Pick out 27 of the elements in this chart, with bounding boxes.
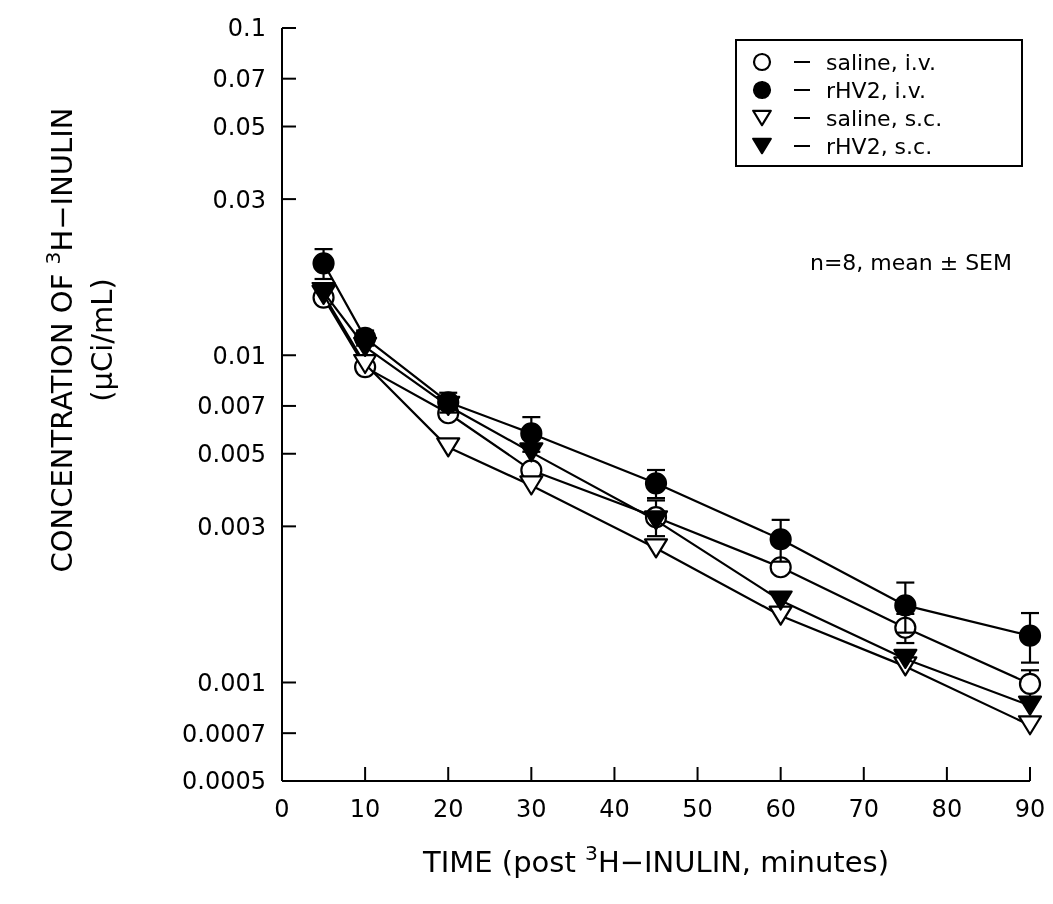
- y-tick-label: 0.007: [197, 392, 266, 421]
- x-tick-label: 30: [516, 795, 547, 823]
- y-tick-label: 0.0005: [182, 767, 266, 796]
- y-tick-label: 0.01: [212, 341, 266, 370]
- x-tick-label: 60: [765, 795, 796, 823]
- y-tick-label: 0.05: [212, 112, 266, 141]
- legend-label: rHV2, s.c.: [826, 133, 933, 159]
- y-tick-label: 0.005: [197, 440, 266, 469]
- y-tick-label: 0.001: [197, 668, 266, 697]
- y-tick-label: 0.003: [197, 512, 266, 541]
- legend-label: saline, s.c.: [826, 105, 943, 131]
- x-tick-label: 0: [274, 795, 290, 823]
- y-tick-label: 0.03: [212, 185, 266, 214]
- x-axis-title: TIME (post $^{3}$H−INULIN, minutes): [421, 841, 890, 879]
- legend-label: saline, i.v.: [826, 49, 937, 75]
- annotation: n=8, mean ± SEM: [809, 250, 1012, 275]
- x-tick-label: 20: [432, 795, 464, 823]
- y-tick-label: 0.07: [212, 65, 266, 94]
- x-tick-label: 90: [1014, 795, 1046, 823]
- y-tick-label: 0.1: [227, 14, 266, 43]
- legend-label: rHV2, i.v.: [826, 77, 927, 103]
- x-tick-label: 10: [349, 795, 381, 823]
- x-tick-label: 40: [599, 795, 630, 823]
- x-tick-label: 50: [682, 795, 713, 823]
- y-tick-label: 0.0007: [182, 719, 266, 748]
- x-tick-label: 70: [848, 795, 880, 823]
- x-tick-label: 80: [931, 795, 963, 823]
